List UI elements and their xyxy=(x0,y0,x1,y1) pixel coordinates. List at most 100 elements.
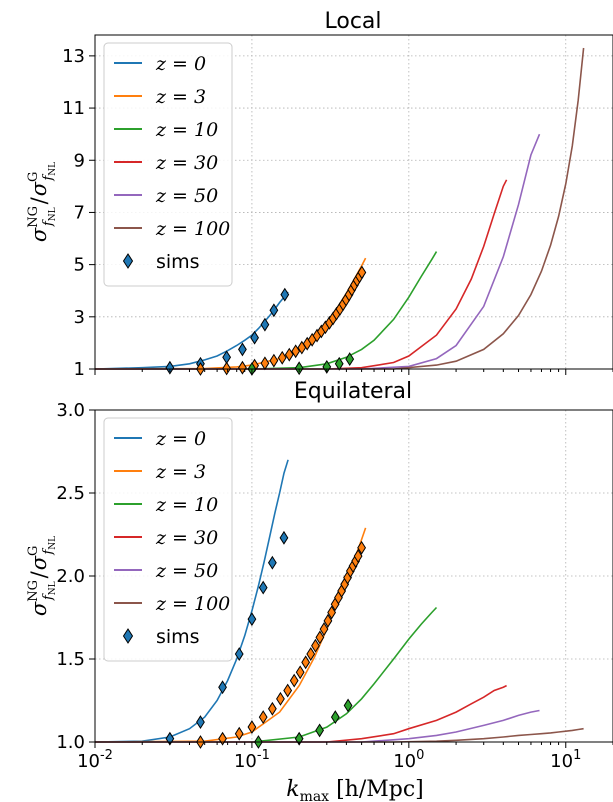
sims-marker xyxy=(218,731,227,746)
legend-label: z = 30 xyxy=(155,527,218,549)
x-axis-label: kmax [h/Mpc] xyxy=(286,777,424,802)
legend-label: z = 10 xyxy=(155,494,218,516)
svg-text:σNGfNL/σGfNL: σNGfNL/σGfNL xyxy=(26,536,58,616)
sims-marker xyxy=(357,265,367,280)
local-axes-frame xyxy=(94,34,613,370)
local-ylabel: σNGfNL/σGfNL xyxy=(26,162,58,242)
sims-marker xyxy=(238,342,247,357)
legend-sims-marker xyxy=(122,628,134,644)
sims-marker xyxy=(301,655,311,670)
sims-marker xyxy=(345,352,355,367)
legend-box xyxy=(103,42,233,287)
sims-marker xyxy=(315,723,325,738)
legend-label: z = 100 xyxy=(155,593,230,615)
sims-marker xyxy=(327,605,337,620)
legend-label-sims: sims xyxy=(156,251,200,273)
sims-marker xyxy=(289,673,299,688)
y-tick-label: 9 xyxy=(74,150,85,171)
series-line-4 xyxy=(95,709,540,743)
equilateral-xticks: 10-2 10-1 100 101 xyxy=(77,742,613,772)
equilateral-legend: z = 0 z = 3 z = 10 z = 30 z = 50 z = 100 sims xyxy=(103,417,233,662)
sims-marker xyxy=(258,710,268,725)
svg-text:σNGfNL/σGfNL: σNGfNL/σGfNL xyxy=(26,162,58,242)
sims-marker xyxy=(218,680,227,695)
y-tick-label: 1 xyxy=(74,359,85,380)
sims-marker xyxy=(357,540,366,555)
y-tick-label: 3 xyxy=(74,307,85,328)
series-line-3 xyxy=(95,179,508,370)
sims-marker xyxy=(267,555,277,570)
sims-marker xyxy=(334,356,344,371)
x-tick-label: 100 xyxy=(393,748,424,772)
series-line-3 xyxy=(95,684,507,743)
sims-marker xyxy=(306,647,316,661)
y-tick-label: 3.0 xyxy=(56,400,85,421)
legend-label: z = 3 xyxy=(155,86,206,108)
series-line-5 xyxy=(95,47,585,370)
sims-marker xyxy=(353,549,363,564)
sims-marker xyxy=(277,350,287,365)
y-tick-label: 1.5 xyxy=(56,649,85,670)
x-tick-label: 10-1 xyxy=(234,748,270,772)
legend-label: z = 10 xyxy=(155,119,218,141)
legend-label: z = 3 xyxy=(155,461,206,483)
local-xticks xyxy=(94,369,613,375)
sims-marker xyxy=(343,698,353,713)
equilateral-panel: Equilateral 1.01.52.02.53.0 10-2 10-1 100 1… xyxy=(26,379,613,772)
sims-marker xyxy=(269,303,279,318)
legend-label: z = 50 xyxy=(155,185,218,207)
y-tick-label: 13 xyxy=(62,46,85,67)
equilateral-series xyxy=(94,459,584,743)
sims-marker xyxy=(322,359,332,374)
x-tick-label: 10-2 xyxy=(77,748,113,772)
sims-marker xyxy=(258,580,268,595)
equilateral-ylabel: σNGfNL/σGfNL xyxy=(26,536,58,616)
sims-marker xyxy=(247,612,257,627)
local-title: Local xyxy=(324,9,381,34)
sims-marker xyxy=(165,360,175,375)
local-sims xyxy=(165,265,367,376)
y-tick-label: 11 xyxy=(62,98,85,119)
sims-marker xyxy=(284,347,294,362)
equilateral-sims xyxy=(165,530,366,749)
series-line-0 xyxy=(94,291,289,370)
x-tick-label: 101 xyxy=(550,748,581,772)
sims-marker xyxy=(196,715,205,730)
sims-marker xyxy=(315,630,325,645)
sims-marker xyxy=(319,622,329,637)
svg-text:kmax [h/Mpc]: kmax [h/Mpc] xyxy=(286,777,424,802)
sims-marker xyxy=(247,720,257,734)
legend-label-sims: sims xyxy=(156,626,200,648)
sims-marker xyxy=(234,647,244,661)
series-line-4 xyxy=(95,133,541,370)
legend-label: z = 30 xyxy=(155,152,218,174)
sims-marker xyxy=(260,317,270,332)
equilateral-title: Equilateral xyxy=(294,379,412,404)
legend-label: z = 0 xyxy=(155,428,206,450)
sims-marker xyxy=(294,361,304,376)
sims-marker xyxy=(238,360,247,375)
y-tick-label: 1.0 xyxy=(56,732,85,753)
sims-marker xyxy=(276,691,285,706)
equilateral-yticks: 1.0 1.5 2.0 2.5 3.0 xyxy=(56,400,95,753)
legend-label: z = 50 xyxy=(155,560,218,582)
local-legend: z = 0 z = 3 z = 10 z = 30 z = 50 z = 100 sims xyxy=(103,42,233,287)
legend-label: z = 0 xyxy=(155,53,206,75)
y-tick-label: 5 xyxy=(74,255,85,276)
legend-sims-marker xyxy=(122,253,134,269)
y-tick-label: 2.5 xyxy=(56,483,85,504)
series-line-2 xyxy=(95,606,438,743)
y-tick-label: 2.0 xyxy=(56,566,85,587)
legend-box xyxy=(103,417,233,662)
sims-marker xyxy=(295,665,305,680)
series-line-5 xyxy=(95,727,584,743)
legend-label: z = 100 xyxy=(155,218,230,240)
sims-marker xyxy=(291,344,301,359)
sims-marker xyxy=(283,683,293,698)
sims-marker xyxy=(280,287,290,302)
sims-marker xyxy=(222,361,232,376)
sims-marker xyxy=(250,330,259,345)
sims-marker xyxy=(279,530,289,545)
